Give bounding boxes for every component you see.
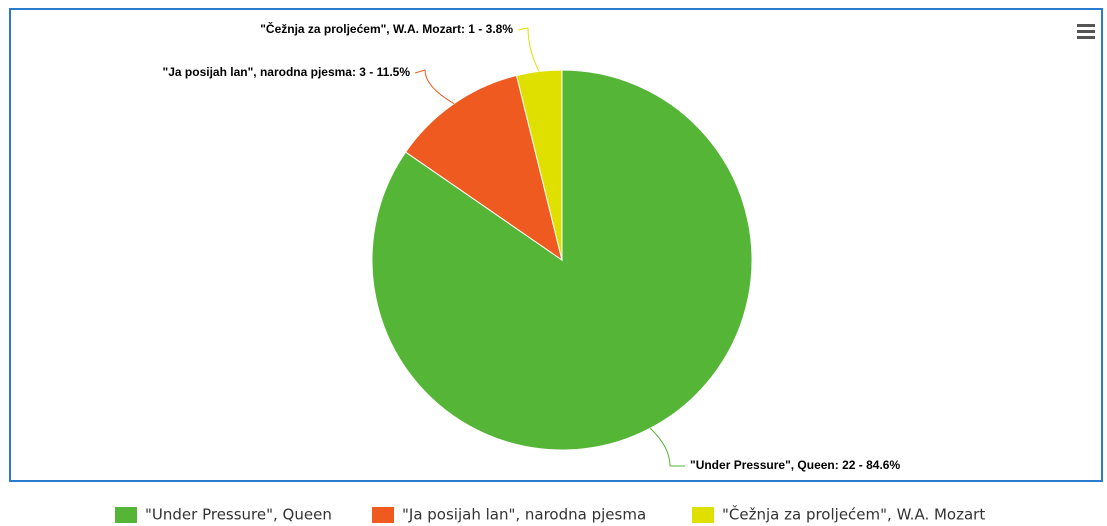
leader-line xyxy=(649,427,685,467)
legend-label: "Čežnja za proljećem", W.A. Mozart xyxy=(722,505,985,524)
data-label: "Under Pressure", Queen: 22 - 84.6% xyxy=(690,458,900,472)
data-label: "Čežnja za proljećem", W.A. Mozart: 1 - … xyxy=(260,21,513,36)
legend-label: "Under Pressure", Queen xyxy=(145,506,332,524)
pie-slice xyxy=(404,74,563,262)
legend-swatch xyxy=(692,507,714,523)
legend-label: "Ja posijah lan", narodna pjesma xyxy=(402,506,646,524)
leader-line xyxy=(517,27,540,72)
menu-button[interactable] xyxy=(1072,18,1100,42)
pie-slice xyxy=(515,69,563,261)
data-label: "Ja posijah lan", narodna pjesma: 3 - 11… xyxy=(163,65,411,79)
legend-swatch xyxy=(115,507,137,523)
legend-swatch xyxy=(372,507,394,523)
leader-line xyxy=(414,69,455,105)
